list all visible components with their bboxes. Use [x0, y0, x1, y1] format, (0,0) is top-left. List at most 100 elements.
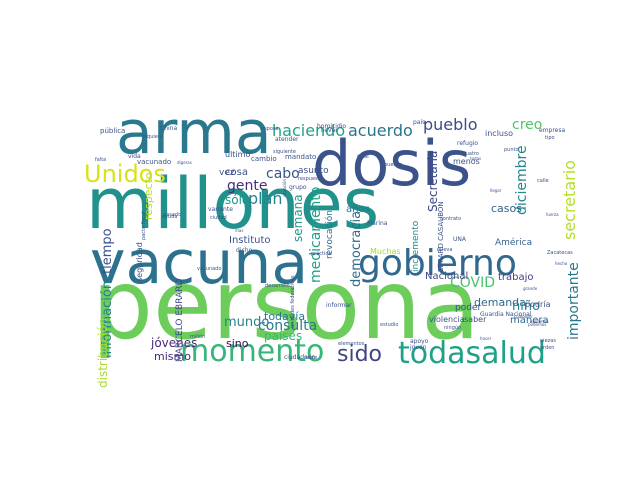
word-nueva: nueva: [437, 247, 452, 253]
word-unidades-federativas: unidades federativas: [290, 275, 296, 328]
word-todas: todas: [470, 156, 481, 161]
word-grande: grande: [523, 286, 538, 291]
word-grupo: grupo: [289, 184, 307, 191]
word-vida: vida: [128, 153, 141, 160]
word-cambio: cambio: [251, 155, 277, 163]
word-respuesta: respuesta: [298, 176, 323, 182]
word-vacuna: vacuna: [90, 228, 308, 298]
word-variante: variante: [208, 206, 233, 213]
word-países: países: [264, 329, 302, 343]
word-podría: podría: [525, 300, 551, 309]
word-estudio: estudio: [380, 322, 398, 328]
word-cualquier: cualquier: [514, 314, 533, 319]
word-marcelo-ebrard: MARCELO EBRARD: [175, 279, 185, 362]
word-país: país: [413, 119, 425, 126]
word-gobierno: gobierno: [358, 243, 517, 284]
word-años: años: [346, 204, 370, 215]
word-momento: momento: [180, 334, 324, 369]
word-marina: Marina: [367, 220, 388, 227]
word-dosis: dosis: [312, 127, 471, 200]
word-nacional: Nacional: [425, 271, 468, 282]
word-siguiente: siguiente: [273, 149, 296, 155]
word-plan: plan: [248, 189, 283, 208]
word-acuerdo: acuerdo: [348, 121, 413, 140]
word-norte: norte: [304, 355, 317, 361]
word-distribución: distribución: [96, 318, 110, 388]
word-epidemia: epidemia: [530, 319, 549, 324]
word-sino: sino: [226, 337, 249, 350]
word-piezas: piezas: [540, 338, 556, 344]
word-situación: situación: [282, 178, 287, 197]
word-instituto: Instituto: [229, 235, 271, 246]
word-incluso: incluso: [485, 129, 513, 138]
word-ayuda: ayuda: [162, 214, 177, 220]
word-mundo: mundo: [224, 315, 269, 330]
word-medicamento: medicamento: [308, 187, 324, 283]
word-mandato: mandato: [285, 153, 316, 161]
word-violencia: violencia: [429, 315, 465, 324]
word-podemos: podemos: [528, 322, 546, 327]
word-incremento: incremento: [411, 220, 421, 272]
word-trabajo: trabajo: [498, 272, 534, 283]
word-semana: semana: [291, 194, 305, 242]
word-asunto: asunto: [298, 166, 329, 176]
word-respecto: respecto: [142, 172, 155, 220]
word-sido: sido: [337, 342, 382, 367]
word-demanda: demanda: [474, 296, 526, 309]
word-haciendo: haciendo: [272, 121, 345, 140]
word-dicho: dicho: [236, 247, 253, 254]
word-muchas: Muchas: [370, 247, 401, 256]
word-china: China: [160, 125, 177, 132]
word-empresa: empresa: [539, 127, 565, 134]
word-contrato: contrato: [440, 216, 461, 222]
word-vez: vez: [219, 168, 235, 178]
word-vacunado: vacunado: [197, 266, 221, 272]
word-revocación: revocación: [324, 210, 335, 259]
word-jóvenes: jóvenes: [150, 336, 197, 350]
word-secretaría: Secretaría: [426, 151, 440, 212]
word-arma: arma: [116, 98, 272, 168]
word-buenos: buenos: [384, 162, 403, 168]
word-fuerza: fuerza: [546, 212, 559, 217]
word-llegar: llegar: [490, 188, 502, 193]
word-niño: niño: [512, 299, 540, 314]
word-tipo: tipo: [545, 135, 555, 141]
word-casi: casi: [357, 153, 369, 160]
word-todavía: todavía: [264, 310, 305, 323]
word-una: UNA: [453, 236, 467, 243]
word-cosa: cosa: [225, 167, 248, 178]
word-informar: informar: [326, 302, 352, 309]
word-guardia-nacional: Guardia Nacional: [480, 311, 532, 318]
word-covid: COVID: [450, 275, 495, 291]
word-unidos: Unidos: [84, 160, 166, 188]
word-cuatro: cuatro: [463, 151, 479, 157]
word-manera: manera: [510, 315, 549, 326]
word-menos: menos: [453, 157, 480, 166]
word-requiere: requiere: [142, 134, 163, 140]
word-ciudad: ciudad: [210, 215, 227, 221]
word-orden: orden: [540, 345, 554, 351]
word-millones: millones: [86, 163, 379, 245]
word-zacatecas: Zacatecas: [547, 250, 573, 256]
word-mismo: mismo: [154, 350, 191, 363]
word-último: último: [225, 150, 250, 159]
word-consulta: consulta: [258, 318, 317, 334]
word-ciudadano: ciudadano: [284, 354, 316, 361]
word-pacto-fiscal: pacto fiscal: [141, 211, 147, 240]
word-punto: punto: [504, 147, 519, 153]
word-atender: atender: [275, 136, 299, 143]
word-saber: saber: [464, 315, 487, 324]
word-joven: joven: [409, 344, 427, 351]
word-persona: persona: [92, 249, 480, 361]
word-creo: creo: [512, 117, 542, 133]
word-mas: mas: [235, 228, 243, 233]
word-democracia: democracia: [349, 211, 364, 287]
word-diciembre: diciembre: [514, 145, 530, 215]
word-calle: calle: [537, 178, 549, 184]
word-hecho: hecho: [555, 261, 568, 266]
word-hoy: hoy: [406, 150, 417, 157]
word-hacer: hacer: [480, 336, 492, 341]
word-elementos: elementos: [338, 341, 365, 347]
word-millón: millón: [190, 333, 205, 340]
